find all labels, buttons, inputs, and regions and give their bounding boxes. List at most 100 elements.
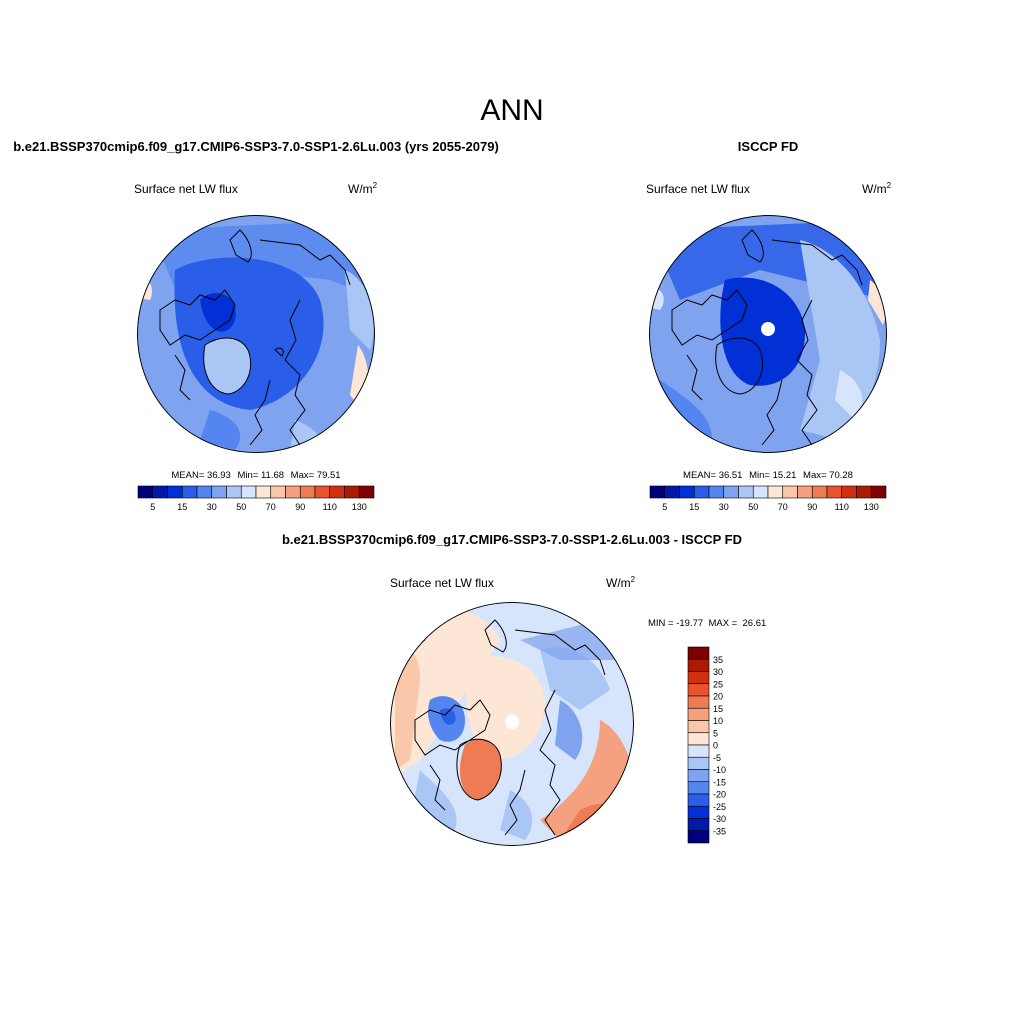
panel-diff-title: b.e21.BSSP370cmip6.f09_g17.CMIP6-SSP3-7.… — [282, 532, 742, 547]
panel-model-stats: MEAN= 36.93 Min= 11.68 Max= 79.51 — [171, 470, 340, 481]
panel-model-colorbar-swatch — [329, 485, 345, 499]
panel-diff-colorbar-tick-label: -30 — [713, 814, 726, 824]
panel-diff-colorbar-swatch — [687, 695, 710, 709]
panel-obs-colorbar-tick-label: 5 — [662, 502, 667, 512]
panel-model-mean-label: MEAN= — [171, 470, 204, 481]
panel-obs-colorbar-swatch — [723, 485, 739, 499]
panel-obs-colorbar-swatch — [679, 485, 695, 499]
panel-diff-colorbar-tick-label: -20 — [713, 790, 726, 800]
panel-diff-colorbar-tick-label: 20 — [713, 692, 723, 702]
panel-diff-colorbar-swatch — [687, 793, 710, 807]
panel-model-colorbar-swatch — [270, 485, 286, 499]
panel-obs-units: W/m2 — [862, 181, 892, 196]
panel-diff-colorbar-tick-label: -10 — [713, 765, 726, 775]
panel-obs-colorbar-swatch — [649, 485, 666, 499]
panel-model-colorbar-swatch — [181, 485, 198, 499]
panel-diff-units-base: W/m — [606, 576, 631, 590]
panel-model-colorbar-swatch — [211, 485, 227, 499]
panel-diff-colorbar-swatch — [687, 818, 710, 832]
panel-diff-variable: Surface net LW flux — [390, 576, 494, 590]
panel-obs-colorbar-swatch — [797, 485, 813, 499]
panel-obs-min: 15.21 — [773, 470, 797, 481]
panel-diff-colorbar-tick-label: -25 — [713, 802, 726, 812]
panel-model-colorbar-swatch — [152, 485, 168, 499]
panel-obs-stats: MEAN= 36.51 Min= 15.21 Max= 70.28 — [683, 470, 853, 481]
panel-obs-colorbar-tick-label: 130 — [864, 502, 879, 512]
panel-model-max: 79.51 — [317, 470, 341, 481]
panel-diff: b.e21.BSSP370cmip6.f09_g17.CMIP6-SSP3-7.… — [282, 532, 766, 846]
panel-model-units-exp: 2 — [373, 181, 378, 190]
panel-model-colorbar-swatch — [137, 485, 154, 499]
panel-diff-colorbar-swatch — [687, 658, 710, 672]
panel-diff-colorbar-swatch — [687, 830, 710, 844]
panel-obs-colorbar-swatch — [752, 485, 769, 499]
panel-obs-max-label: Max= — [803, 470, 827, 481]
panel-diff-colorbar-swatch — [687, 707, 710, 721]
figure-title: ANN — [480, 94, 543, 127]
panel-obs-min-label: Min= — [749, 470, 770, 481]
panel-obs-colorbar-swatch — [782, 485, 798, 499]
panel-obs-colorbar-tick-label: 30 — [719, 502, 729, 512]
panel-model-colorbar-tick-label: 50 — [236, 502, 246, 512]
panel-model-colorbar-tick-label: 70 — [266, 502, 276, 512]
panel-model-colorbar-swatch — [314, 485, 331, 499]
panel-diff-map — [390, 602, 634, 846]
panel-diff-colorbar-tick-label: -5 — [713, 753, 721, 763]
panel-obs-colorbar-swatch — [811, 485, 828, 499]
panel-diff-colorbar-tick-label: 15 — [713, 704, 723, 714]
panel-diff-colorbar-tick-label: 25 — [713, 679, 723, 689]
panel-diff-colorbar-swatch — [687, 671, 710, 685]
panel-obs-colorbar-tick-label: 70 — [778, 502, 788, 512]
panel-obs-colorbar-swatch — [693, 485, 710, 499]
panel-diff-colorbar-tick-label: -15 — [713, 777, 726, 787]
panel-obs-units-base: W/m — [862, 182, 887, 196]
panel-diff-colorbar-swatch — [687, 781, 710, 795]
panel-obs-colorbar-swatch — [841, 485, 857, 499]
panel-obs-colorbar-swatch — [708, 485, 725, 499]
panel-model-min: 11.68 — [261, 470, 284, 481]
panel-diff-colorbar: 35 30 25 20 15 10 5 0 -5 -10 -15 -20 -25 -30 -35 — [687, 646, 726, 844]
panel-diff-colorbar-tick-label: 35 — [713, 655, 723, 665]
panel-model-variable: Surface net LW flux — [134, 182, 238, 196]
panel-obs-map — [649, 215, 887, 453]
panel-diff-colorbar-swatch — [687, 683, 710, 697]
panel-obs-colorbar-swatch — [856, 485, 872, 499]
panel-diff-units: W/m2 — [606, 575, 636, 590]
panel-model-colorbar: 5 15 30 50 70 90 110 130 — [137, 485, 375, 512]
panel-obs-colorbar-swatch — [870, 485, 887, 499]
panel-obs-colorbar-swatch — [767, 485, 784, 499]
panel-model-colorbar-swatch — [285, 485, 301, 499]
panel-diff-colorbar-swatch — [687, 805, 710, 819]
panel-model-max-label: Max= — [291, 470, 315, 481]
panel-model-mean: 36.93 — [207, 470, 231, 481]
panel-model-units-base: W/m — [348, 182, 373, 196]
panel-model-colorbar-swatch — [344, 485, 360, 499]
panel-diff-colorbar-swatch — [687, 646, 710, 660]
panel-diff-colorbar-swatch — [687, 732, 710, 746]
panel-model-colorbar-tick-label: 15 — [177, 502, 187, 512]
panel-diff-colorbar-tick-label: 0 — [713, 741, 718, 751]
panel-model-colorbar-swatch — [299, 485, 316, 499]
panel-model-title: b.e21.BSSP370cmip6.f09_g17.CMIP6-SSP3-7.… — [13, 139, 499, 154]
panel-diff-colorbar-tick-label: -35 — [713, 826, 726, 836]
panel-obs-colorbar-swatch — [738, 485, 754, 499]
panel-obs-max: 70.28 — [829, 470, 853, 481]
panel-diff-colorbar-swatch — [687, 744, 710, 758]
panel-model-colorbar-tick-label: 5 — [150, 502, 155, 512]
panel-model-colorbar-swatch — [358, 485, 375, 499]
panel-obs-mean-label: MEAN= — [683, 470, 716, 481]
panel-obs-variable: Surface net LW flux — [646, 182, 750, 196]
panel-obs-colorbar-swatch — [664, 485, 680, 499]
panel-model-map — [137, 215, 375, 453]
panel-diff-colorbar-swatch — [687, 756, 710, 770]
panel-model-colorbar-tick-label: 110 — [323, 502, 337, 512]
panel-obs: ISCCP FD Surface net LW flux W/m2 — [646, 139, 892, 512]
panel-model-colorbar-swatch — [226, 485, 242, 499]
panel-diff-colorbar-tick-label: 5 — [713, 728, 718, 738]
panel-model-colorbar-swatch — [255, 485, 272, 499]
panel-diff-units-exp: 2 — [631, 575, 636, 584]
panel-diff-colorbar-tick-label: 10 — [713, 716, 723, 726]
panel-diff-colorbar-swatch — [687, 720, 710, 734]
panel-obs-colorbar-swatch — [826, 485, 843, 499]
